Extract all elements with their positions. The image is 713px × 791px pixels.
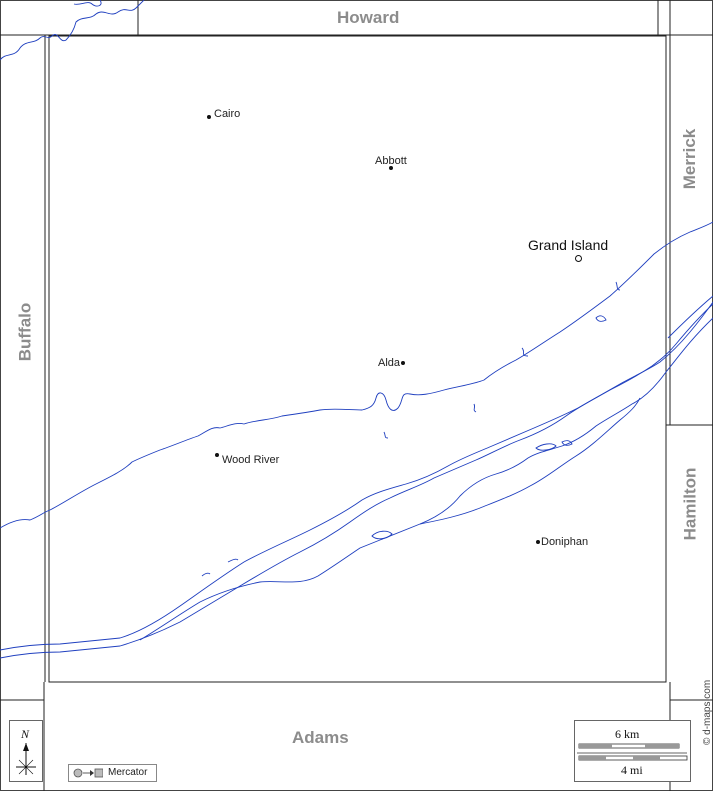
river-wood [0, 221, 713, 529]
rivers [0, 0, 713, 659]
place-label: Doniphan [541, 536, 589, 548]
county-label-adams: Adams [292, 728, 349, 747]
platte-river-middle [0, 301, 713, 651]
credit-text: © d-maps.com [702, 679, 713, 745]
place-label: Abbott [375, 155, 407, 167]
projection-label: Mercator [108, 767, 148, 778]
compass-north-label: N [21, 727, 30, 741]
scale-km-label: 6 km [615, 727, 640, 741]
place-marker [215, 453, 219, 457]
platte-river-north [0, 303, 713, 659]
north-arrow-icon [16, 743, 36, 775]
place-label: Wood River [222, 454, 280, 466]
county-label-merrick: Merrick [680, 128, 700, 190]
compass: N [9, 720, 43, 782]
county-seat-label: Grand Island [528, 237, 609, 253]
county-seat-marker [575, 255, 582, 262]
place-marker [389, 166, 393, 170]
place-marker [401, 361, 405, 365]
place-marker [207, 115, 211, 119]
platte-river-south [139, 317, 713, 641]
platte-river-branch [419, 397, 641, 525]
projection-icon [73, 768, 103, 778]
scale-mi-label: 4 mi [621, 763, 643, 777]
river-northwest [0, 0, 145, 61]
county-label-howard: Howard [337, 8, 400, 27]
hall-county-border [48, 35, 667, 683]
place-label: Alda [378, 357, 401, 369]
county-label-hamilton: Hamilton [680, 467, 700, 541]
scale-bar: 6 km 4 mi [574, 720, 691, 782]
county-label-buffalo: Buffalo [15, 302, 35, 362]
scale-graphic [577, 743, 688, 761]
projection-box: Mercator [68, 764, 157, 782]
place-marker [536, 540, 540, 544]
place-label: Cairo [214, 108, 241, 120]
